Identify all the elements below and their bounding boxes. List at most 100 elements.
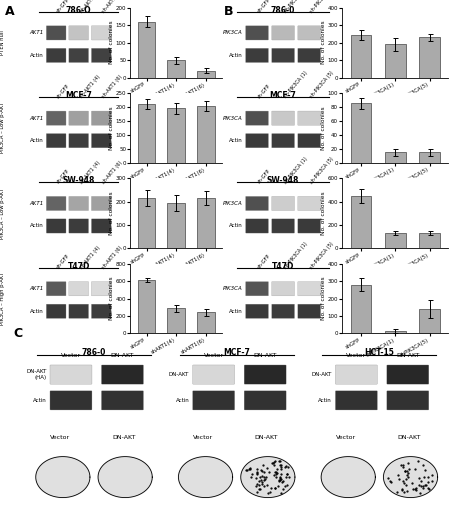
FancyBboxPatch shape — [92, 133, 111, 148]
FancyBboxPatch shape — [335, 391, 377, 410]
Text: Actin: Actin — [229, 53, 243, 58]
FancyBboxPatch shape — [92, 26, 111, 40]
Text: T47D: T47D — [272, 262, 294, 271]
Text: PIK3CA – Low p-AKT: PIK3CA – Low p-AKT — [0, 103, 5, 153]
Text: sh-PIK3CA (1): sh-PIK3CA (1) — [283, 0, 308, 14]
Bar — [138, 104, 155, 163]
Bar — [197, 71, 215, 77]
FancyBboxPatch shape — [92, 282, 111, 296]
Text: A: A — [5, 5, 14, 18]
Text: sh-AKT1 (4): sh-AKT1 (4) — [79, 74, 101, 100]
FancyBboxPatch shape — [193, 391, 235, 410]
Bar — [167, 203, 185, 248]
Text: sh-AKT1 (6): sh-AKT1 (6) — [101, 74, 123, 100]
Bar — [167, 60, 185, 77]
Text: Actin: Actin — [30, 138, 44, 143]
Bar — [138, 198, 155, 248]
Text: 786-0: 786-0 — [271, 6, 295, 15]
Polygon shape — [321, 457, 376, 498]
Text: Actin: Actin — [33, 398, 47, 403]
FancyBboxPatch shape — [46, 304, 66, 319]
Text: sh-GFP: sh-GFP — [257, 83, 272, 100]
FancyBboxPatch shape — [272, 26, 294, 40]
Text: MCF-7: MCF-7 — [223, 348, 250, 357]
Text: DN-AKT: DN-AKT — [169, 372, 189, 377]
Text: PIK3CA – High p-AKT: PIK3CA – High p-AKT — [0, 272, 5, 325]
Bar — [419, 233, 440, 248]
FancyBboxPatch shape — [272, 282, 294, 296]
Bar — [351, 196, 371, 248]
Text: PIK3CA: PIK3CA — [223, 201, 243, 206]
FancyBboxPatch shape — [69, 48, 89, 63]
Text: Actin: Actin — [30, 224, 44, 228]
Y-axis label: No. of colonies: No. of colonies — [321, 21, 326, 65]
Text: DN-AKT: DN-AKT — [111, 353, 134, 358]
Bar — [385, 45, 405, 77]
Text: PTEN null: PTEN null — [0, 30, 5, 55]
Polygon shape — [178, 457, 233, 498]
Text: B: B — [224, 5, 234, 18]
Text: sh-PIK3CA (1): sh-PIK3CA (1) — [283, 70, 308, 100]
FancyBboxPatch shape — [272, 111, 294, 125]
Text: sh-GFP: sh-GFP — [257, 168, 272, 185]
FancyBboxPatch shape — [298, 111, 321, 125]
FancyBboxPatch shape — [101, 391, 144, 410]
Text: SW-948: SW-948 — [63, 176, 95, 186]
Text: sh-AKT1 (4): sh-AKT1 (4) — [79, 0, 101, 14]
FancyBboxPatch shape — [387, 365, 429, 384]
Bar — [138, 280, 155, 333]
FancyBboxPatch shape — [50, 391, 92, 410]
FancyBboxPatch shape — [272, 304, 294, 319]
Bar — [419, 309, 440, 333]
Bar — [385, 152, 405, 163]
Text: sh-GFP: sh-GFP — [56, 0, 71, 14]
Text: AKT1: AKT1 — [30, 115, 44, 121]
FancyBboxPatch shape — [244, 365, 286, 384]
Y-axis label: No. of colonies: No. of colonies — [321, 191, 326, 235]
Text: DN-AKT: DN-AKT — [112, 435, 135, 440]
FancyBboxPatch shape — [298, 133, 321, 148]
FancyBboxPatch shape — [46, 48, 66, 63]
Text: AKT1: AKT1 — [30, 286, 44, 291]
Text: DN-AKT
(HA): DN-AKT (HA) — [26, 369, 47, 380]
FancyBboxPatch shape — [272, 196, 294, 211]
Text: Actin: Actin — [175, 398, 189, 403]
Text: Vector: Vector — [346, 353, 366, 358]
Text: sh-GFP: sh-GFP — [257, 253, 272, 270]
Bar — [197, 106, 215, 163]
Y-axis label: No. of colonies: No. of colonies — [321, 277, 326, 320]
Text: sh-PIK3CA (5): sh-PIK3CA (5) — [309, 70, 335, 100]
Text: HCT-15: HCT-15 — [365, 348, 394, 357]
Text: PIK3CA: PIK3CA — [223, 30, 243, 35]
Text: sh-AKT1 (6): sh-AKT1 (6) — [101, 160, 123, 185]
Text: sh-AKT1 (4): sh-AKT1 (4) — [79, 245, 101, 270]
FancyBboxPatch shape — [69, 111, 89, 125]
Text: Vector: Vector — [50, 435, 70, 440]
FancyBboxPatch shape — [298, 26, 321, 40]
Text: DN-AKT: DN-AKT — [255, 435, 278, 440]
Y-axis label: No. of colonies: No. of colonies — [109, 21, 114, 65]
FancyBboxPatch shape — [46, 282, 66, 296]
FancyBboxPatch shape — [69, 219, 89, 233]
Y-axis label: No. of colonies: No. of colonies — [109, 191, 114, 235]
Text: Vector: Vector — [61, 353, 81, 358]
Text: SW-948: SW-948 — [267, 176, 299, 186]
Text: sh-PIK3CA (5): sh-PIK3CA (5) — [309, 241, 335, 270]
FancyBboxPatch shape — [272, 48, 294, 63]
Bar — [419, 37, 440, 77]
FancyBboxPatch shape — [193, 365, 235, 384]
FancyBboxPatch shape — [335, 365, 377, 384]
FancyBboxPatch shape — [69, 196, 89, 211]
Text: sh-PIK3CA (1): sh-PIK3CA (1) — [283, 241, 308, 270]
Text: Actin: Actin — [30, 53, 44, 58]
Text: MCF-7: MCF-7 — [65, 91, 92, 100]
Text: Vector: Vector — [193, 435, 213, 440]
FancyBboxPatch shape — [92, 196, 111, 211]
FancyBboxPatch shape — [46, 111, 66, 125]
Bar — [167, 108, 185, 163]
Text: DN-AKT: DN-AKT — [396, 353, 419, 358]
FancyBboxPatch shape — [387, 391, 429, 410]
Text: Actin: Actin — [229, 224, 243, 228]
Bar — [351, 285, 371, 333]
FancyBboxPatch shape — [246, 219, 269, 233]
